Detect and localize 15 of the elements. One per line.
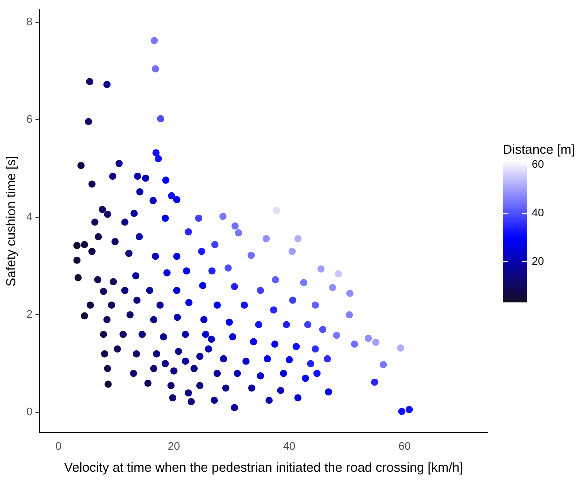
color-bar-title: Distance [m] — [503, 142, 576, 157]
x-tick-label: 60 — [398, 440, 412, 453]
y-tick-label: 0 — [26, 406, 33, 419]
x-axis-title: Velocity at time when the pedestrian initiated the road crossing [km/h] — [64, 460, 464, 475]
color-bar-label: 60 — [532, 158, 544, 171]
x-tick-label: 0 — [56, 440, 62, 453]
y-tick-label: 2 — [26, 309, 33, 322]
y-tick-label: 4 — [26, 212, 33, 224]
y-tick-label: 8 — [26, 16, 33, 28]
y-tick-label: 6 — [26, 114, 33, 126]
color-bar-label: 40 — [532, 207, 544, 220]
x-tick-label: 20 — [168, 440, 180, 453]
y-axis-title: Safety cushion time [s] — [3, 156, 18, 287]
color-bar-label: 20 — [532, 256, 544, 268]
x-tick-label: 40 — [283, 440, 296, 453]
